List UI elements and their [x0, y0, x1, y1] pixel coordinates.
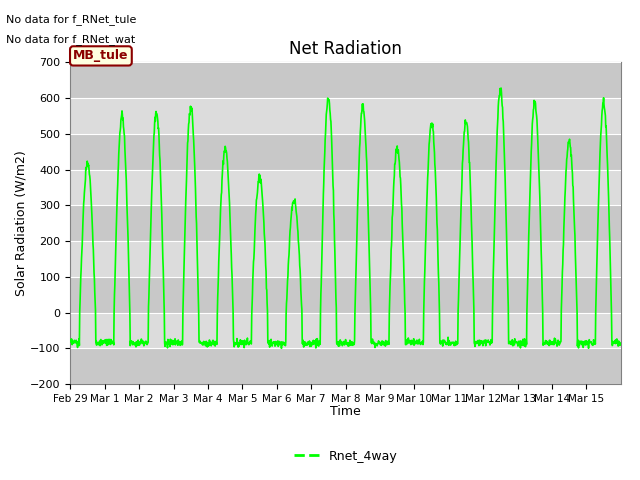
Bar [70, 277, 621, 312]
Bar [70, 348, 621, 384]
Bar [70, 205, 621, 241]
Text: No data for f_RNet_wat: No data for f_RNet_wat [6, 34, 136, 45]
Bar [70, 98, 621, 134]
Bar [70, 169, 621, 205]
Text: No data for f_RNet_tule: No data for f_RNet_tule [6, 14, 137, 25]
Title: Net Radiation: Net Radiation [289, 40, 402, 58]
Legend: Rnet_4way: Rnet_4way [289, 445, 403, 468]
Y-axis label: Solar Radiation (W/m2): Solar Radiation (W/m2) [15, 150, 28, 296]
X-axis label: Time: Time [330, 405, 361, 418]
Bar [70, 241, 621, 277]
Bar [70, 134, 621, 169]
Bar [70, 62, 621, 98]
Bar [70, 312, 621, 348]
Text: MB_tule: MB_tule [73, 49, 129, 62]
